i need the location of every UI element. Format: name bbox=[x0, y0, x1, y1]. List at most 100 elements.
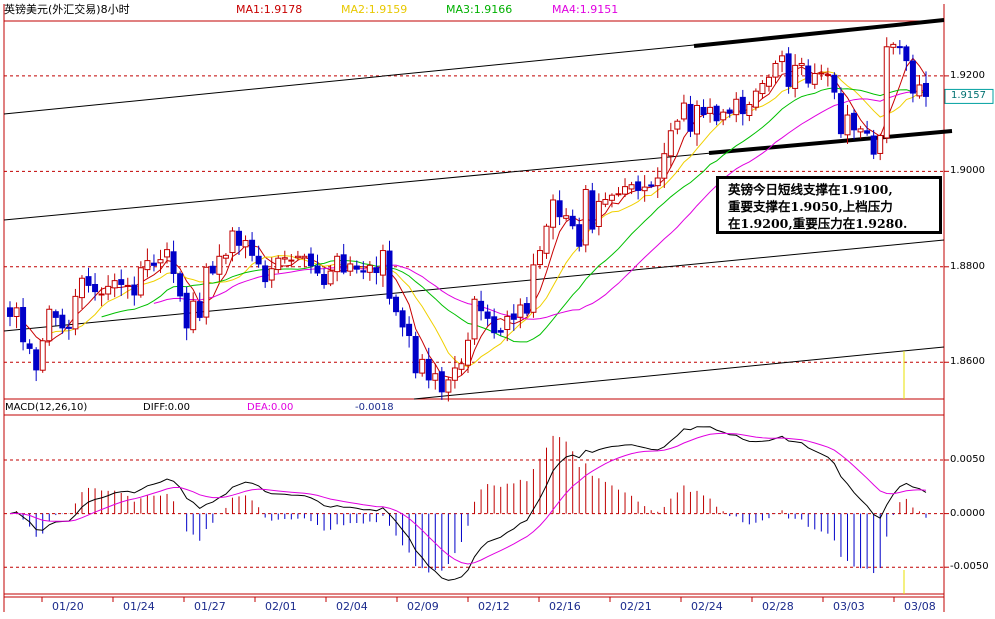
candle-up bbox=[294, 255, 301, 259]
candle-down bbox=[903, 46, 910, 62]
candle-down bbox=[491, 316, 498, 334]
trend-line bbox=[413, 346, 945, 400]
candle-down bbox=[556, 200, 563, 218]
candle-up bbox=[242, 240, 249, 248]
candle-up bbox=[366, 264, 373, 273]
candle-up bbox=[765, 76, 772, 87]
candle-down bbox=[249, 239, 256, 256]
candle-down bbox=[360, 270, 367, 273]
candle-up bbox=[190, 300, 197, 331]
candle-down bbox=[739, 96, 746, 115]
candle-up bbox=[72, 295, 79, 330]
candle-up bbox=[334, 255, 341, 273]
candlesticks bbox=[7, 37, 929, 402]
candle-up bbox=[288, 259, 295, 262]
candle-down bbox=[713, 105, 720, 122]
price-tick-label: 1.9200 bbox=[950, 69, 985, 81]
ma4-line bbox=[153, 89, 927, 320]
candle-up bbox=[39, 340, 46, 371]
candle-down bbox=[510, 313, 517, 320]
date-tick-label: 02/24 bbox=[691, 600, 723, 613]
candle-up bbox=[504, 315, 511, 330]
candle-up bbox=[98, 293, 105, 296]
candle-down bbox=[33, 349, 40, 371]
analysis-note-line: 在1.9200,重要压力在1.9280. bbox=[728, 216, 908, 231]
ma3-label: MA3:1.9166 bbox=[446, 3, 513, 16]
candle-down bbox=[635, 181, 642, 191]
candle-down bbox=[831, 74, 838, 93]
candle-down bbox=[65, 326, 72, 329]
candle-down bbox=[373, 267, 380, 274]
candle-down bbox=[648, 184, 655, 187]
candle-up bbox=[818, 72, 825, 75]
candle-up bbox=[78, 277, 85, 299]
candle-down bbox=[307, 253, 314, 267]
date-tick-label: 03/08 bbox=[904, 600, 936, 613]
candle-up bbox=[46, 308, 53, 342]
candle-down bbox=[864, 130, 871, 134]
candle-up bbox=[216, 255, 223, 275]
candle-down bbox=[150, 262, 157, 266]
instrument-title: 英镑美元(外汇交易)8小时 bbox=[4, 3, 130, 16]
date-tick-label: 01/27 bbox=[194, 600, 226, 613]
macd-tick-label: 0.0000 bbox=[950, 507, 985, 519]
candle-up bbox=[628, 184, 635, 190]
analysis-note: 英镑今日短线支撑在1.9100, 重要支撑在1.9050,上档压力 在1.920… bbox=[716, 176, 942, 234]
candle-up bbox=[432, 373, 439, 381]
candle-up bbox=[203, 266, 210, 318]
candle-up bbox=[347, 263, 354, 272]
candle-up bbox=[275, 257, 282, 271]
candle-up bbox=[137, 267, 144, 296]
candle-up bbox=[654, 177, 661, 187]
date-tick-label: 02/04 bbox=[336, 600, 368, 613]
candle-up bbox=[602, 199, 609, 205]
candle-up bbox=[105, 285, 112, 295]
candle-down bbox=[851, 112, 858, 131]
date-tick-label: 02/16 bbox=[549, 600, 581, 613]
candle-up bbox=[379, 250, 386, 276]
candle-up bbox=[229, 230, 236, 254]
candle-up bbox=[707, 106, 714, 114]
trend-channels bbox=[3, 18, 953, 400]
candle-down bbox=[92, 284, 99, 293]
candle-down bbox=[52, 311, 59, 318]
date-tick-label: 02/28 bbox=[762, 600, 794, 613]
ma3-line bbox=[101, 87, 927, 343]
candle-down bbox=[314, 265, 321, 274]
macd-title: MACD(12,26,10) bbox=[5, 402, 88, 413]
candle-down bbox=[340, 254, 347, 273]
candle-up bbox=[752, 90, 759, 108]
ma2-line bbox=[49, 71, 927, 368]
candle-down bbox=[399, 310, 406, 328]
candle-down bbox=[412, 336, 419, 374]
candle-down bbox=[478, 300, 485, 312]
candle-up bbox=[517, 304, 524, 318]
candle-up bbox=[798, 62, 805, 66]
candle-up bbox=[111, 280, 118, 289]
candle-up bbox=[746, 104, 753, 116]
candle-down bbox=[569, 215, 576, 227]
candle-up bbox=[595, 200, 602, 227]
candle-up bbox=[792, 64, 799, 89]
last-price-label: 1.9157 bbox=[951, 90, 986, 102]
candle-up bbox=[543, 225, 550, 254]
macd-dea-line bbox=[9, 432, 927, 565]
candle-down bbox=[26, 343, 33, 349]
candle-up bbox=[164, 249, 171, 258]
candle-up bbox=[641, 186, 648, 192]
candle-down bbox=[170, 251, 177, 274]
ma2-label: MA2:1.9159 bbox=[341, 3, 408, 16]
date-tick-label: 01/20 bbox=[52, 600, 84, 613]
candle-down bbox=[321, 274, 328, 285]
macd-diff-line bbox=[9, 426, 927, 581]
candle-up bbox=[667, 130, 674, 157]
candle-up bbox=[844, 114, 851, 136]
candle-down bbox=[183, 292, 190, 329]
resistance-line bbox=[693, 18, 945, 48]
candle-down bbox=[870, 135, 877, 155]
candle-up bbox=[301, 255, 308, 259]
date-tick-label: 02/12 bbox=[478, 600, 510, 613]
candle-up bbox=[883, 46, 890, 139]
candle-up bbox=[759, 83, 766, 95]
